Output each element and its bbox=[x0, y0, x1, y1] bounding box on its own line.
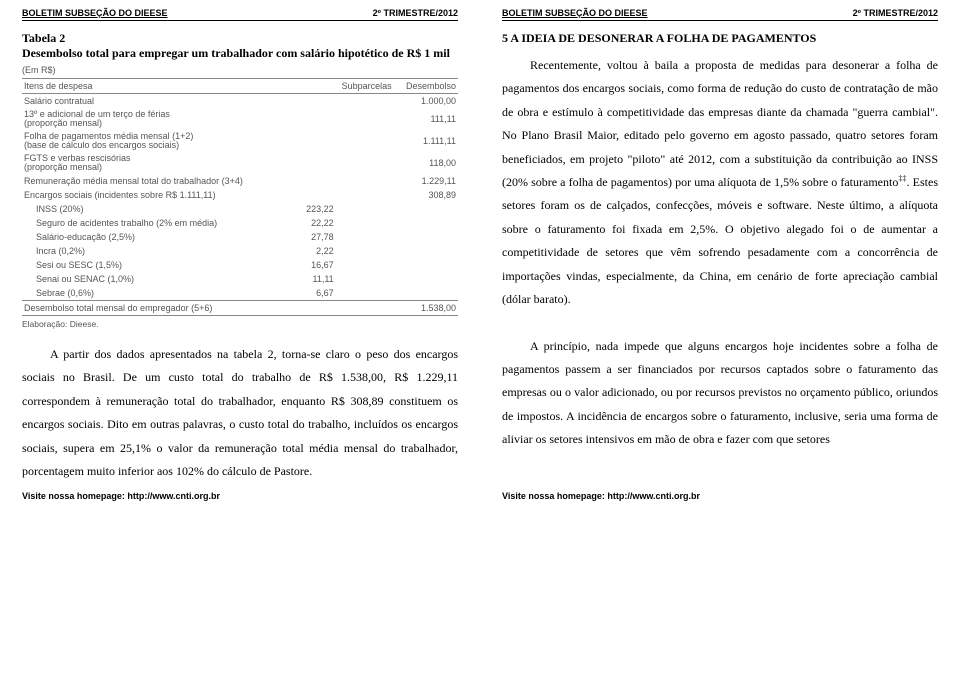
row-desembolso bbox=[394, 272, 458, 286]
col-subparcelas: Subparcelas bbox=[287, 79, 394, 94]
table-row: Sesi ou SESC (1,5%)16,67 bbox=[22, 258, 458, 272]
row-desembolso: 1.229,11 bbox=[394, 174, 458, 188]
footnote-mark: ‡‡ bbox=[898, 174, 906, 183]
table-row: 13º e adicional de um terço de férias(pr… bbox=[22, 108, 458, 130]
row-subparcela: 11,11 bbox=[287, 272, 394, 286]
table-row: Seguro de acidentes trabalho (2% em médi… bbox=[22, 216, 458, 230]
row-desembolso bbox=[394, 286, 458, 301]
header-right-page: BOLETIM SUBSEÇÃO DO DIEESE 2º TRIMESTRE/… bbox=[502, 8, 938, 21]
table-number: Tabela 2 bbox=[22, 31, 65, 45]
row-label: INSS (20%) bbox=[22, 202, 287, 216]
table-grid: Itens de despesa Subparcelas Desembolso … bbox=[22, 78, 458, 316]
row-label: Sesi ou SESC (1,5%) bbox=[22, 258, 287, 272]
header-left-page: BOLETIM SUBSEÇÃO DO DIEESE 2º TRIMESTRE/… bbox=[22, 8, 458, 21]
row-subparcela bbox=[287, 188, 394, 202]
page-spread: BOLETIM SUBSEÇÃO DO DIEESE 2º TRIMESTRE/… bbox=[0, 0, 960, 505]
footer-text: Visite nossa homepage: http://www.cnti.o… bbox=[502, 491, 700, 501]
row-label: Sebrae (0,6%) bbox=[22, 286, 287, 301]
table-row: Sebrae (0,6%)6,67 bbox=[22, 286, 458, 301]
table-row: Incra (0,2%)2,22 bbox=[22, 244, 458, 258]
row-subparcela: 27,78 bbox=[287, 230, 394, 244]
row-desembolso bbox=[394, 230, 458, 244]
row-desembolso: 111,11 bbox=[394, 108, 458, 130]
left-page: BOLETIM SUBSEÇÃO DO DIEESE 2º TRIMESTRE/… bbox=[0, 0, 480, 505]
row-desembolso: 1.111,11 bbox=[394, 130, 458, 152]
section-5-title: 5 A IDEIA DE DESONERAR A FOLHA DE PAGAME… bbox=[502, 31, 938, 46]
row-desembolso: 118,00 bbox=[394, 152, 458, 174]
row-subparcela: 16,67 bbox=[287, 258, 394, 272]
row-subparcela bbox=[287, 152, 394, 174]
header-period: 2º TRIMESTRE/2012 bbox=[373, 8, 458, 18]
row-subparcela: 223,22 bbox=[287, 202, 394, 216]
col-itens: Itens de despesa bbox=[22, 79, 287, 94]
footer-left: Visite nossa homepage: http://www.cnti.o… bbox=[22, 483, 458, 501]
row-desembolso bbox=[394, 216, 458, 230]
row-label: FGTS e verbas rescisórias(proporção mens… bbox=[22, 152, 287, 174]
row-subparcela bbox=[287, 94, 394, 109]
table-caption: Tabela 2 Desembolso total para empregar … bbox=[22, 31, 458, 61]
table-source: Elaboração: Dieese. bbox=[22, 319, 458, 329]
right-para-1: Recentemente, voltou à baila a proposta … bbox=[502, 54, 938, 311]
table-row: FGTS e verbas rescisórias(proporção mens… bbox=[22, 152, 458, 174]
footer-text: Visite nossa homepage: http://www.cnti.o… bbox=[22, 491, 220, 501]
row-label: Salário-educação (2,5%) bbox=[22, 230, 287, 244]
row-label: Remuneração média mensal total do trabal… bbox=[22, 174, 287, 188]
row-subparcela: 22,22 bbox=[287, 216, 394, 230]
row-subparcela: 2,22 bbox=[287, 244, 394, 258]
row-desembolso bbox=[394, 244, 458, 258]
table-row: Senai ou SENAC (1,0%)11,11 bbox=[22, 272, 458, 286]
row-desembolso: 1.000,00 bbox=[394, 94, 458, 109]
row-desembolso: 308,89 bbox=[394, 188, 458, 202]
row-label: 13º e adicional de um terço de férias(pr… bbox=[22, 108, 287, 130]
left-para-1: A partir dos dados apresentados na tabel… bbox=[22, 343, 458, 483]
row-label: Encargos sociais (incidentes sobre R$ 1.… bbox=[22, 188, 287, 202]
table-row: Folha de pagamentos média mensal (1+2)(b… bbox=[22, 130, 458, 152]
col-desembolso: Desembolso bbox=[394, 79, 458, 94]
right-page: BOLETIM SUBSEÇÃO DO DIEESE 2º TRIMESTRE/… bbox=[480, 0, 960, 505]
right-body-text: Recentemente, voltou à baila a proposta … bbox=[502, 54, 938, 452]
total-label: Desembolso total mensal do empregador (5… bbox=[22, 301, 287, 316]
footer-right: Visite nossa homepage: http://www.cnti.o… bbox=[502, 483, 938, 501]
total-value: 1.538,00 bbox=[394, 301, 458, 316]
row-label: Seguro de acidentes trabalho (2% em médi… bbox=[22, 216, 287, 230]
table-row: Salário contratual 1.000,00 bbox=[22, 94, 458, 109]
left-body-text: A partir dos dados apresentados na tabel… bbox=[22, 343, 458, 483]
table-row: INSS (20%)223,22 bbox=[22, 202, 458, 216]
row-desembolso bbox=[394, 258, 458, 272]
row-subparcela: 6,67 bbox=[287, 286, 394, 301]
currency-note: (Em R$) bbox=[22, 65, 458, 75]
row-label: Incra (0,2%) bbox=[22, 244, 287, 258]
table-title: Desembolso total para empregar um trabal… bbox=[22, 46, 450, 60]
row-subparcela bbox=[287, 174, 394, 188]
row-label: Salário contratual bbox=[22, 94, 287, 109]
row-subparcela bbox=[287, 130, 394, 152]
expense-table: (Em R$) Itens de despesa Subparcelas Des… bbox=[22, 65, 458, 329]
table-row: Encargos sociais (incidentes sobre R$ 1.… bbox=[22, 188, 458, 202]
table-row: Remuneração média mensal total do trabal… bbox=[22, 174, 458, 188]
header-title: BOLETIM SUBSEÇÃO DO DIEESE bbox=[22, 8, 168, 18]
header-period: 2º TRIMESTRE/2012 bbox=[853, 8, 938, 18]
row-label: Senai ou SENAC (1,0%) bbox=[22, 272, 287, 286]
row-subparcela bbox=[287, 108, 394, 130]
table-row: Salário-educação (2,5%)27,78 bbox=[22, 230, 458, 244]
row-desembolso bbox=[394, 202, 458, 216]
header-title: BOLETIM SUBSEÇÃO DO DIEESE bbox=[502, 8, 648, 18]
row-label: Folha de pagamentos média mensal (1+2)(b… bbox=[22, 130, 287, 152]
right-para-2: A princípio, nada impede que alguns enca… bbox=[502, 335, 938, 452]
